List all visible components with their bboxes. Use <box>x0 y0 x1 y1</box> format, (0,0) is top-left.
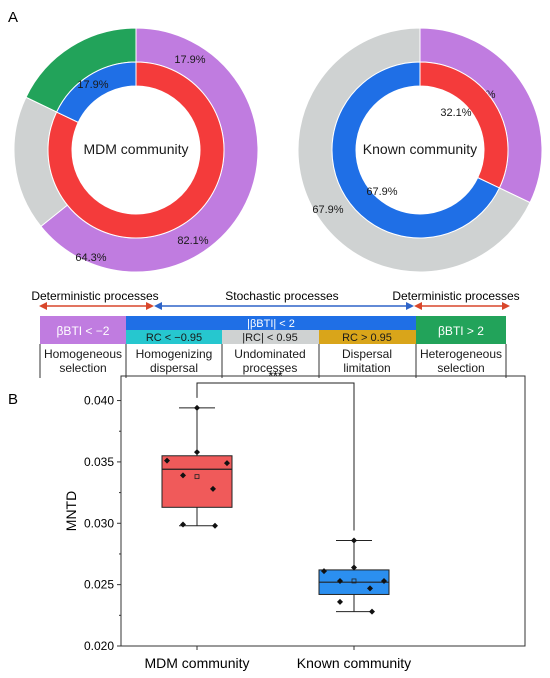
box-0-point-4 <box>180 472 186 479</box>
heterogeneous-selection-box <box>416 316 506 344</box>
known-outer-label-1: 67.9% <box>312 204 343 216</box>
label-homogenizing-dispersal-2: dispersal <box>150 361 198 375</box>
y-tick-label-4: 0.040 <box>84 394 114 408</box>
box-0-point-3 <box>224 460 230 467</box>
homogeneous-selection-box <box>40 316 126 344</box>
box-1-mean <box>351 578 357 584</box>
mdm-inner-slice-0 <box>47 61 225 239</box>
boxplot-mntd: 0.020 0.025 0.030 0.035 0.040 MNTD *** MDM c… <box>63 369 526 671</box>
known-inner-label-1: 67.9% <box>366 186 397 198</box>
box-1-point-6 <box>337 598 343 605</box>
donut-chart-mdm: 64.3%17.9%17.9%82.1%17.9%MDM community <box>13 27 259 273</box>
box-0-point-2 <box>164 457 170 464</box>
mdm-title: MDM community <box>83 141 188 157</box>
y-tick-label-2: 0.030 <box>84 516 114 530</box>
label-heterogeneous-selection-1: Heterogeneous <box>420 347 502 361</box>
box-1-point-3 <box>381 577 387 584</box>
y-tick-label-0: 0.020 <box>84 639 114 653</box>
label-undominated-processes-2: processes <box>243 361 298 375</box>
box-1-point-5 <box>367 585 373 592</box>
mdm-inner-label-1: 17.9% <box>77 79 108 91</box>
label-heterogeneous-selection-2: selection <box>437 361 484 375</box>
mdm-outer-label-0: 64.3% <box>75 252 106 264</box>
label-homogeneous-selection-1: Homogeneous <box>44 347 122 361</box>
box-1-point-4 <box>337 577 343 584</box>
stochastic-threshold: |βBTI| < 2 <box>247 318 295 330</box>
box-0-mean <box>194 474 200 480</box>
stochastic-box <box>126 316 416 330</box>
box-1-point-7 <box>369 608 375 615</box>
label-dispersal-limitation-2: limitation <box>343 361 390 375</box>
significance-label: *** <box>268 369 282 383</box>
deterministic-label-left: Deterministic processes <box>31 289 158 303</box>
box-0-point-1 <box>194 449 200 456</box>
box-0-point-0 <box>194 404 200 411</box>
homogenizing-box <box>126 330 222 344</box>
box-0-iqr <box>161 455 233 508</box>
x-tick-mdm-community: MDM community <box>144 655 249 671</box>
deterministic-label-right: Deterministic processes <box>392 289 519 303</box>
label-dispersal-limitation-1: Dispersal <box>342 347 392 361</box>
box-0 <box>161 404 233 529</box>
rc-mid-threshold: |RC| < 0.95 <box>242 332 298 344</box>
box-1-point-2 <box>321 568 327 575</box>
undominated-box <box>222 330 319 344</box>
panel-label-a: A <box>8 9 18 26</box>
label-undominated-processes-1: Undominated <box>234 347 305 361</box>
y-tick-label-3: 0.035 <box>84 455 114 469</box>
box-0-point-6 <box>180 521 186 528</box>
mdm-inner-slice-1 <box>55 61 137 124</box>
panel-label-b: B <box>8 391 18 408</box>
y-axis-label: MNTD <box>63 491 79 531</box>
rc-low-threshold: RC < −0.95 <box>146 332 202 344</box>
label-homogenizing-dispersal-1: Homogenizing <box>136 347 213 361</box>
y-tick-label-1: 0.025 <box>84 578 114 592</box>
mdm-inner-label-0: 82.1% <box>177 235 208 247</box>
known-inner-slice-1 <box>331 61 501 239</box>
mdm-outer-label-2: 17.9% <box>174 54 205 66</box>
donut-chart-known: 32.1%67.9%32.1%67.9%Known community <box>297 27 543 273</box>
box-0-point-7 <box>212 522 218 529</box>
significance-bracket <box>196 382 355 531</box>
known-inner-label-0: 32.1% <box>440 107 471 119</box>
dispersal-limitation-box <box>319 330 416 344</box>
plot-frame <box>120 375 526 647</box>
stochastic-label: Stochastic processes <box>225 289 338 303</box>
process-diagram: Deterministic processes Stochastic proce… <box>31 289 520 378</box>
box-1-point-1 <box>351 564 357 571</box>
hom-sel-threshold: βBTI < −2 <box>57 324 110 338</box>
known-title: Known community <box>363 141 477 157</box>
box-1 <box>318 537 390 615</box>
box-0-point-5 <box>210 485 216 492</box>
label-homogeneous-selection-2: selection <box>59 361 106 375</box>
rc-high-threshold: RC > 0.95 <box>342 332 392 344</box>
het-sel-threshold: βBTI > 2 <box>438 324 484 338</box>
box-1-point-0 <box>351 537 357 544</box>
x-tick-known-community: Known community <box>297 655 411 671</box>
